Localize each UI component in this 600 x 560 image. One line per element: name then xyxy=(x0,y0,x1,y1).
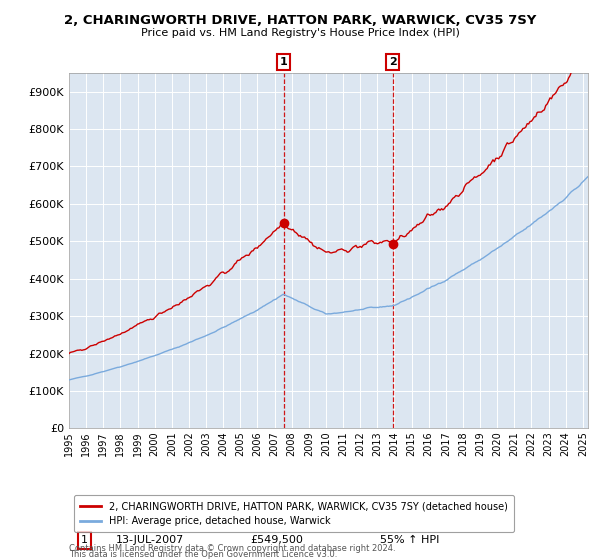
Text: 2, CHARINGWORTH DRIVE, HATTON PARK, WARWICK, CV35 7SY: 2, CHARINGWORTH DRIVE, HATTON PARK, WARW… xyxy=(64,14,536,27)
Text: 13-JUL-2007: 13-JUL-2007 xyxy=(116,535,184,545)
Text: 1: 1 xyxy=(280,57,287,67)
Text: £549,500: £549,500 xyxy=(251,535,304,545)
Text: 55% ↑ HPI: 55% ↑ HPI xyxy=(380,535,440,545)
Text: Price paid vs. HM Land Registry's House Price Index (HPI): Price paid vs. HM Land Registry's House … xyxy=(140,28,460,38)
Text: 1: 1 xyxy=(81,535,88,545)
Text: This data is licensed under the Open Government Licence v3.0.: This data is licensed under the Open Gov… xyxy=(69,550,337,559)
Text: 2: 2 xyxy=(389,57,397,67)
Legend: 2, CHARINGWORTH DRIVE, HATTON PARK, WARWICK, CV35 7SY (detached house), HPI: Ave: 2, CHARINGWORTH DRIVE, HATTON PARK, WARW… xyxy=(74,496,514,532)
Text: Contains HM Land Registry data © Crown copyright and database right 2024.: Contains HM Land Registry data © Crown c… xyxy=(69,544,395,553)
